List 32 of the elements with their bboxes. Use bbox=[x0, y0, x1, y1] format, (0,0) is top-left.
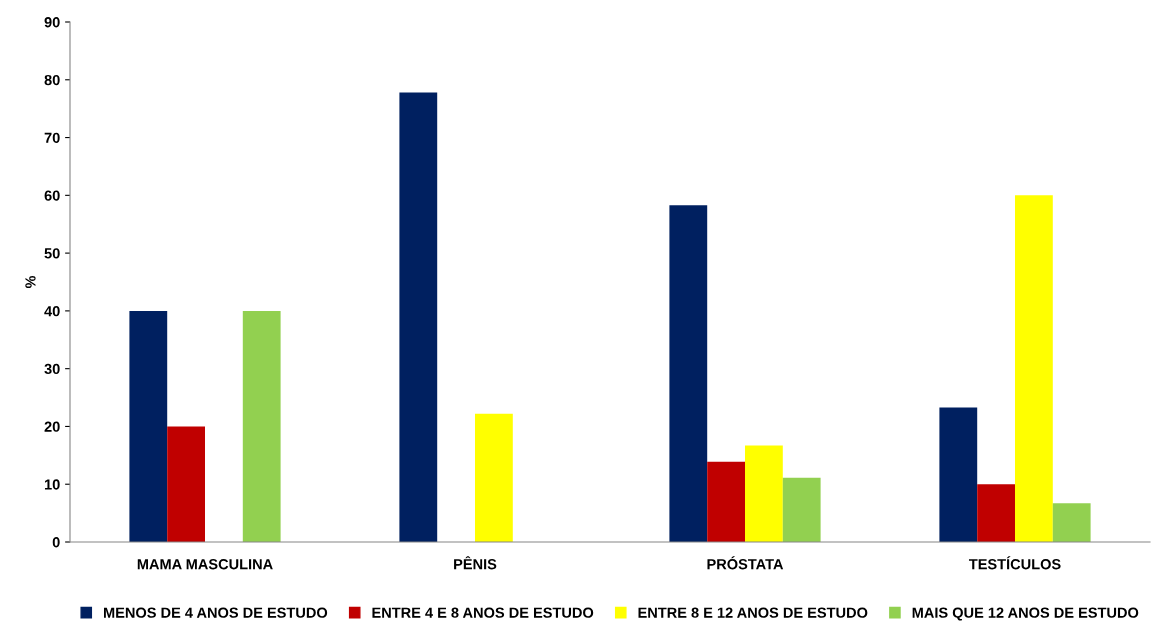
x-tick-label: MAMA MASCULINA bbox=[137, 559, 273, 570]
legend-label: ENTRE 4 E 8 ANOS DE ESTUDO bbox=[372, 607, 594, 618]
legend-label: MENOS DE 4 ANOS DE ESTUDO bbox=[104, 607, 328, 618]
bar bbox=[167, 426, 205, 542]
y-tick-label: 80 bbox=[44, 74, 60, 86]
bar bbox=[1015, 195, 1053, 542]
bar bbox=[745, 445, 783, 542]
x-tick-label: PÊNIS bbox=[454, 556, 497, 570]
y-tick-label: 60 bbox=[44, 190, 60, 201]
y-tick-label: 20 bbox=[44, 421, 60, 432]
y-tick-label: 70 bbox=[44, 132, 60, 143]
y-tick-label: 10 bbox=[44, 479, 60, 490]
x-tick-label: TESTÍCULOS bbox=[968, 556, 1061, 570]
y-tick-label: 0 bbox=[52, 537, 60, 548]
bar bbox=[707, 461, 745, 542]
bar bbox=[782, 477, 821, 542]
y-tick-label: 40 bbox=[44, 305, 60, 317]
y-tick-label: 50 bbox=[44, 248, 60, 259]
legend-label: MAIS QUE 12 ANOS DE ESTUDO bbox=[912, 607, 1139, 621]
bar bbox=[399, 92, 438, 542]
bar bbox=[1052, 503, 1091, 542]
bar bbox=[669, 205, 708, 542]
y-tick-label: 90 bbox=[44, 17, 60, 28]
bar bbox=[129, 310, 168, 542]
bar bbox=[939, 407, 978, 542]
legend-label: ENTRE 8 E 12 ANOS DE ESTUDO bbox=[638, 607, 868, 618]
y-axis-title: % bbox=[25, 275, 36, 289]
bar bbox=[977, 484, 1015, 542]
bar bbox=[475, 413, 513, 542]
bar bbox=[242, 310, 281, 542]
x-tick-label: PRÓSTATA bbox=[707, 556, 784, 570]
y-tick-label: 30 bbox=[44, 363, 60, 375]
